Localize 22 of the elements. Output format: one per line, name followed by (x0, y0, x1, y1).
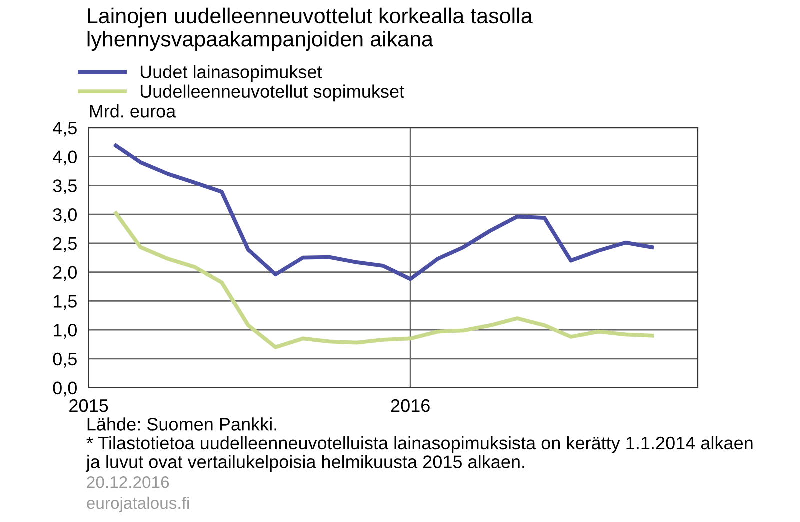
text: Lähde: Suomen Pankki. (88, 418, 276, 431)
y-tick-label: 0,5 (53, 352, 77, 368)
y-tick-label: 3,0 (53, 208, 77, 224)
y-tick-label: 2,5 (54, 237, 77, 252)
y-tick-label: 1,5 (54, 295, 77, 310)
y-tick-label: 4,5 (53, 122, 77, 137)
legend-label: Uudet lainasopimukset (140, 65, 322, 82)
y-tick-label: 2,0 (54, 266, 77, 282)
y-tick-label: 3,5 (53, 180, 77, 195)
x-tick-label: 2016 (391, 399, 430, 412)
y-tick-label: 0,0 (53, 382, 77, 397)
y-tick-label: 1,0 (54, 324, 77, 339)
y-axis-title: Mrd. euroa (90, 104, 176, 118)
x-tick-label: 2015 (70, 399, 108, 412)
chart-title: Lainojen uudelleenneuvottelut korkealla tasolla lyhennysvapaakampanjoiden aikana (88, 8, 533, 52)
text: 20.12.2016 (87, 476, 170, 488)
line-series (114, 144, 654, 282)
legend-label: Uudelleenneuvotellut sopimukset (140, 84, 404, 102)
text: eurojatalous.fi (87, 496, 190, 512)
line-series (114, 211, 654, 350)
y-tick-label: 4,0 (53, 150, 77, 166)
text: * Tilastotietoa uudelleenneuvotelluista lainasopimuksista on kerätty 1.1.2014 alkaen ja luvut ovat vertailukelpoisia helmikuusta 2015 alkaen. (86, 436, 753, 472)
